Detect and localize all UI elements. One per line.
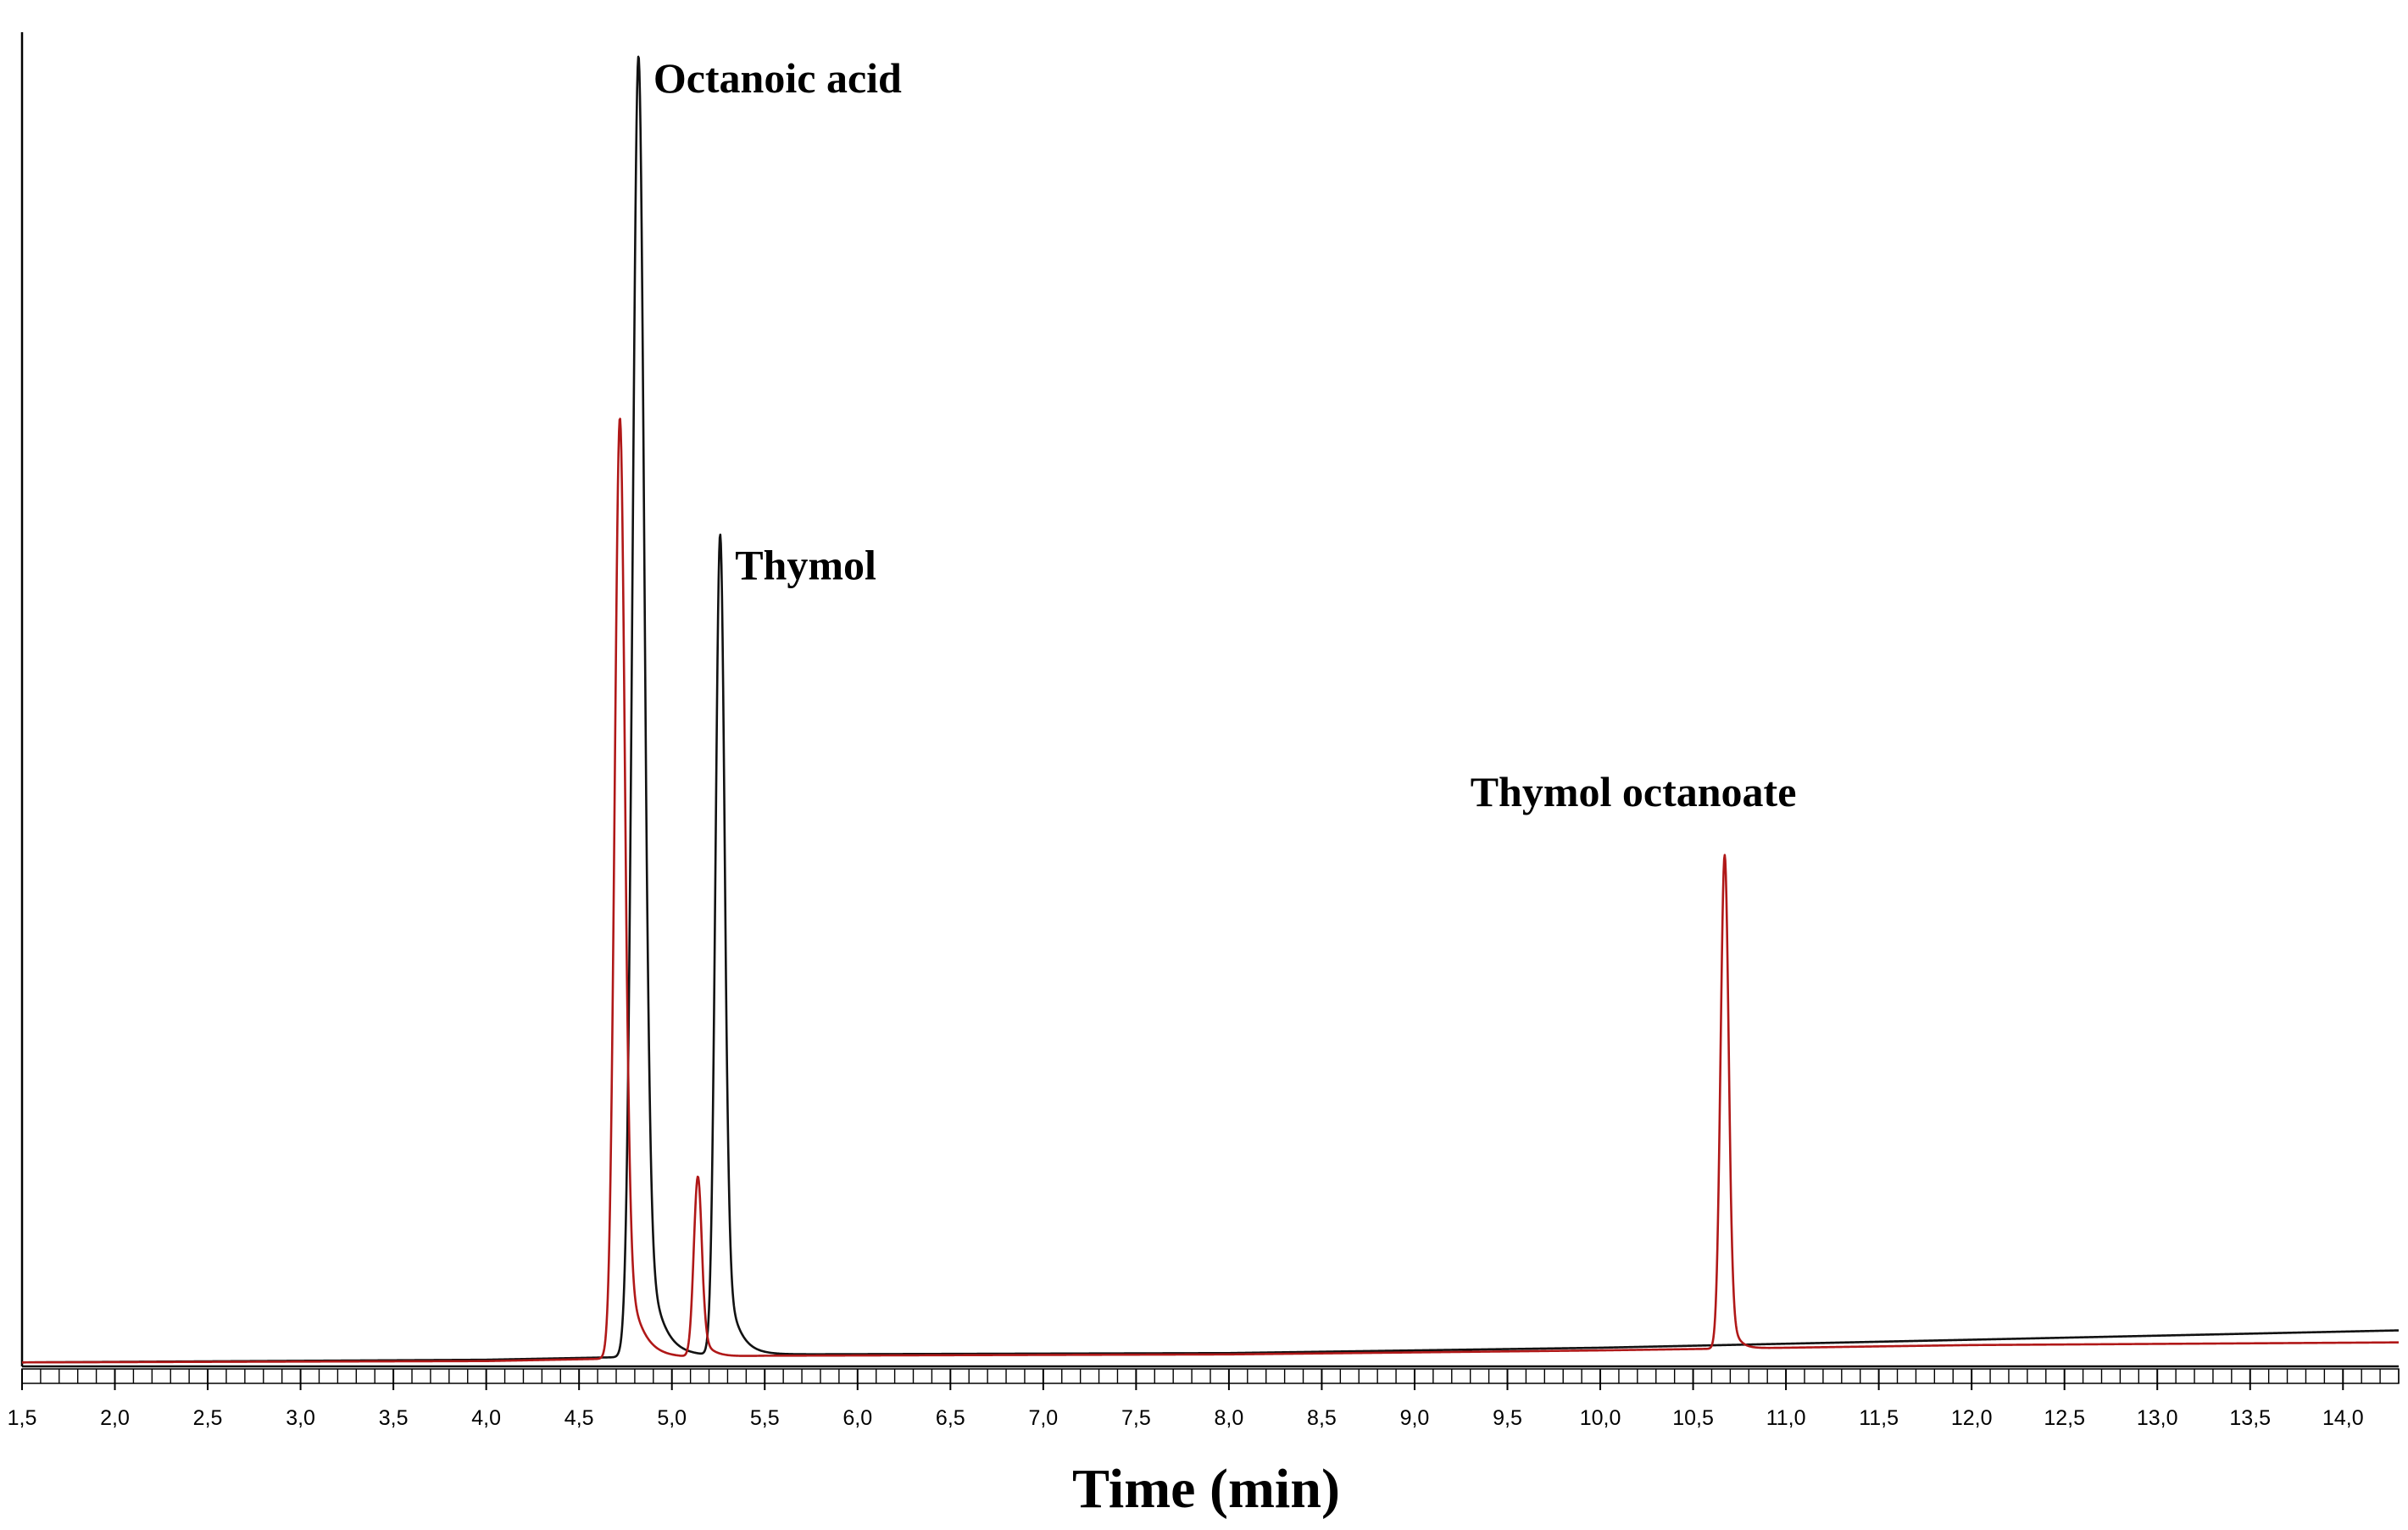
x-tick-label: 12,5 [2044,1406,2085,1430]
x-tick-label: 6,5 [936,1406,965,1430]
x-tick-label: 14,0 [2322,1406,2364,1430]
x-tick-label: 2,0 [100,1406,130,1430]
x-tick-label: 13,5 [2229,1406,2271,1430]
x-tick-label: 13,0 [2137,1406,2178,1430]
peak-apex [1724,854,1726,856]
peak-label: Octanoic acid [653,54,902,102]
x-tick-label: 5,5 [750,1406,780,1430]
x-tick-label: 4,0 [471,1406,501,1430]
x-tick-label: 9,5 [1493,1406,1522,1430]
x-tick-label: 7,0 [1028,1406,1058,1430]
x-tick-label: 10,0 [1580,1406,1621,1430]
x-tick-label: 11,5 [1859,1406,1899,1430]
x-tick-label: 3,5 [379,1406,409,1430]
x-tick-label: 9,0 [1400,1406,1430,1430]
x-tick-label: 3,0 [286,1406,315,1430]
x-tick-label: 2,5 [193,1406,223,1430]
trace-red-trace [21,417,2400,1364]
x-tick-label: 8,5 [1307,1406,1337,1430]
peak-label: Thymol octanoate [1471,768,1797,815]
x-axis-tick-labels: 1,5 2,0 2,5 3,0 3,5 4,0 4,5 5,0 5,5 6,0 6,5 7,0 7,5 8… [8,1406,2364,1430]
x-tick-label: 11,0 [1766,1406,1806,1430]
peak-label: Thymol [735,541,876,588]
x-axis-ticks [21,1369,2400,1390]
trace-black-trace [21,55,2400,1364]
x-tick-label: 4,5 [564,1406,594,1430]
x-tick-label: 8,0 [1215,1406,1244,1430]
x-tick-label: 6,0 [843,1406,872,1430]
chromatogram-traces [21,55,2400,1364]
peak-annotations: Octanoic acid Thymol Thymol octanoate [653,54,1797,815]
x-tick-label: 10,5 [1672,1406,1714,1430]
x-tick-label: 7,5 [1121,1406,1151,1430]
x-tick-label: 5,0 [657,1406,687,1430]
peak-apex [637,55,639,57]
x-axis-label: Time (min) [1072,1458,1340,1520]
x-tick-label: 12,0 [1951,1406,1993,1430]
x-tick-label: 1,5 [8,1406,37,1430]
